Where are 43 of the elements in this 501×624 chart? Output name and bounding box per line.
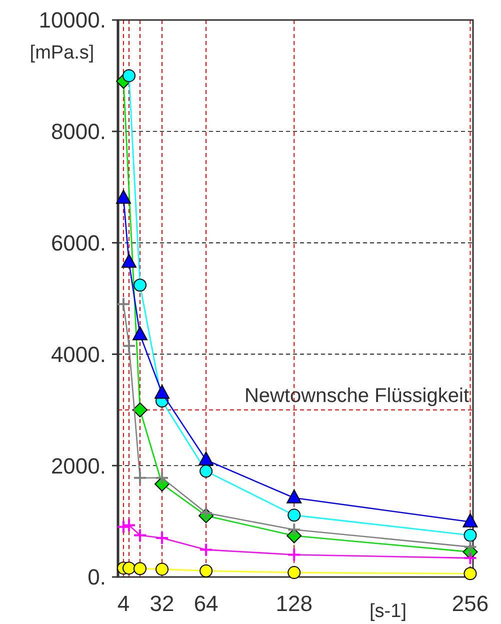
point [287,548,302,562]
point [463,551,478,566]
point [288,508,301,522]
x-tick-label: 128 [276,591,312,616]
point [464,528,477,542]
point [155,470,170,485]
point [155,531,170,546]
point [199,542,214,557]
point [133,470,148,485]
point [134,562,147,576]
point [154,384,170,399]
y-tick-label: 8000. [50,119,106,144]
point [134,278,147,292]
y-tick-label: 10000. [38,8,106,33]
x-tick-label: 256 [452,591,489,616]
point [122,254,137,268]
point [199,506,214,520]
point [122,338,136,353]
point [122,562,136,575]
y-axis-title: [mPa.s] [30,42,94,64]
x-tick-label: 32 [150,591,174,616]
point [463,540,478,554]
x-axis-title: [s-1] [370,601,406,622]
point [464,567,477,580]
x-tick-label: 4 [117,591,130,616]
point [200,464,213,478]
point [133,528,148,542]
point [116,297,131,312]
y-tick-label: 4000. [50,342,106,367]
point [200,564,213,578]
point [122,69,136,82]
point [132,326,148,340]
ref-line-label: Newtownsche Flüssigkeit [244,384,470,407]
y-tick-label: 6000. [50,230,106,256]
point [132,402,148,418]
point [116,190,132,204]
point [156,562,169,576]
x-tick-label: 64 [194,591,218,616]
y-tick-label: 0. [88,564,106,590]
point [287,522,302,537]
point [198,452,214,466]
point [288,566,301,580]
y-tick-label: 2000. [50,453,106,478]
